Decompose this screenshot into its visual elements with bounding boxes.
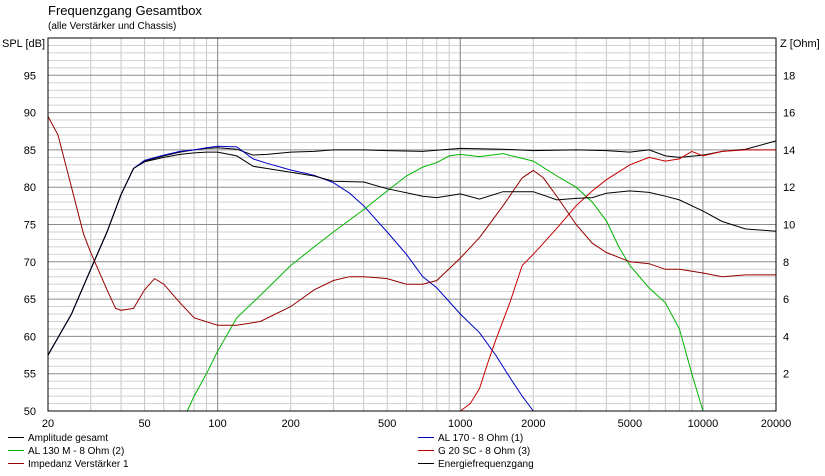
x-tick-label: 20000	[761, 418, 792, 430]
legend-item: AL 170 - 8 Ohm (1)	[418, 433, 523, 445]
x-tick-label: 2000	[521, 418, 545, 430]
y-tick-label-right: 18	[783, 70, 795, 82]
series-layer	[47, 116, 777, 412]
y-tick-label-right: 4	[783, 331, 789, 343]
y-axis-label-left: SPL [dB]	[2, 38, 46, 50]
x-tick-label: 200	[281, 418, 299, 430]
series-line-6	[47, 151, 777, 356]
y-tick-label-left: 75	[24, 220, 36, 232]
grid-major	[48, 38, 776, 411]
tick-labels: 20 50 100 200 500 1000 2000 5000 10000 20000 50 55 6…	[24, 70, 796, 430]
y-tick-label-right: 6	[783, 294, 789, 306]
y-tick-label-right: 2	[783, 369, 789, 381]
legend-swatch	[418, 449, 434, 451]
y-tick-label-right: 10	[783, 220, 795, 232]
series-line-3	[48, 153, 776, 412]
y-tick-label-right: 8	[783, 257, 789, 269]
series-line-4	[48, 149, 776, 412]
plot-frame	[47, 37, 777, 412]
y-tick-label-left: 70	[24, 257, 36, 269]
y-tick-label-right: 12	[783, 182, 795, 194]
y-tick-label-left: 55	[24, 369, 36, 381]
x-tick-label: 5000	[618, 418, 642, 430]
legend-label: Energiefrequenzgang	[438, 459, 534, 470]
y-tick-label-left: 85	[24, 145, 36, 157]
series-line-5	[47, 116, 776, 326]
legend-item: Amplitude gesamt	[8, 433, 108, 445]
chart-title: Frequenzgang Gesamtbox	[48, 3, 202, 18]
x-tick-label: 100	[208, 418, 226, 430]
legend-item: AL 130 M - 8 Ohm (2)	[8, 446, 124, 458]
chart-subtitle: (alle Verstärker und Chassis)	[48, 21, 177, 32]
y-tick-label-left: 65	[24, 294, 36, 306]
y-tick-label-left: 60	[24, 331, 36, 343]
x-tick-label: 1000	[448, 418, 472, 430]
y-axis-label-right: Z [Ohm]	[780, 38, 820, 50]
legend-label: Impedanz Verstärker 1	[28, 459, 129, 470]
legend-swatch	[418, 436, 434, 438]
legend-swatch	[8, 462, 24, 464]
y-tick-label-left: 50	[24, 406, 36, 418]
x-tick-label: 20	[42, 418, 54, 430]
legend-swatch	[8, 449, 24, 451]
legend-item: Impedanz Verstärker 1	[8, 459, 129, 471]
x-tick-label: 10000	[688, 418, 719, 430]
legend-swatch	[418, 462, 434, 464]
legend-label: AL 170 - 8 Ohm (1)	[438, 433, 524, 444]
legend-item: Energiefrequenzgang	[418, 459, 534, 471]
x-tick-label: 50	[138, 418, 150, 430]
legend-label: AL 130 M - 8 Ohm (2)	[28, 446, 125, 457]
legend-item: G 20 SC - 8 Ohm (3)	[418, 446, 530, 458]
y-tick-label-right: 14	[783, 145, 795, 157]
legend-label: Amplitude gesamt	[28, 433, 109, 444]
legend-swatch	[8, 436, 24, 438]
y-tick-label-right: 16	[783, 108, 795, 120]
y-tick-label-left: 95	[24, 70, 36, 82]
y-tick-label-left: 80	[24, 182, 36, 194]
legend-label: G 20 SC - 8 Ohm (3)	[438, 446, 531, 457]
x-tick-label: 500	[378, 418, 396, 430]
y-tick-label-left: 90	[24, 108, 36, 120]
